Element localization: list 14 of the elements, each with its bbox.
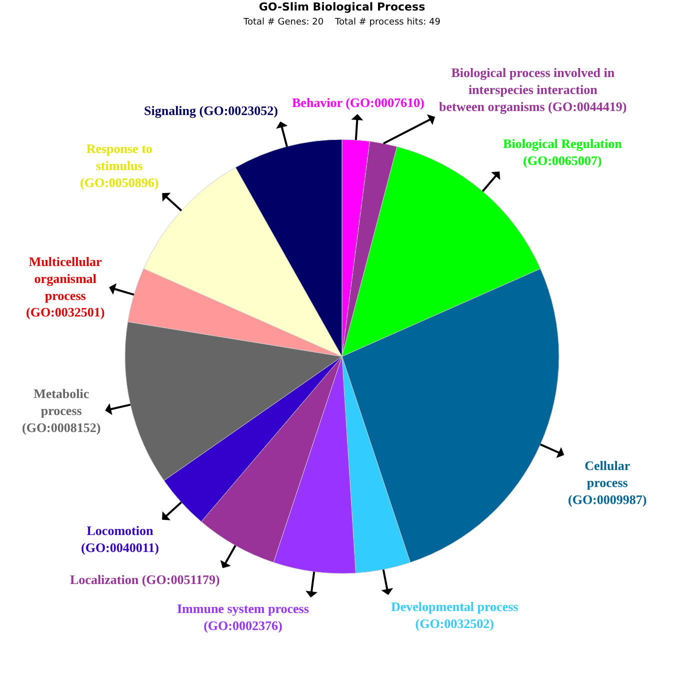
slice-label: Biological process involved in interspecies interaction between organisms (GO:0044419) (439, 65, 627, 114)
slice-label: Biological Regulation (GO:0065007) (503, 136, 623, 168)
slice-label: Localization (GO:0051179) (70, 572, 220, 587)
slice-label: Behavior (GO:0007610) (292, 95, 424, 110)
slice-label: Signaling (GO:0023052) (144, 103, 278, 118)
chart-title: GO-Slim Biological Process (258, 0, 426, 14)
slice-label: Developmental process (GO:0032502) (391, 599, 518, 631)
slice-label: Metabolic process (GO:0008152) (22, 386, 101, 435)
slice-label: Multicellular organismal process (GO:0032501) (26, 254, 105, 320)
slice-label: Immune system process (GO:0002376) (177, 601, 309, 633)
chart-subtitle: Total # Genes: 20 Total # process hits: 49 (242, 18, 441, 28)
slice-label: Response to stimulus (GO:0050896) (80, 141, 159, 190)
slice-label: Cellular process (GO:0009987) (568, 458, 647, 507)
slice-label: Locomotion (GO:0040011) (81, 523, 159, 555)
